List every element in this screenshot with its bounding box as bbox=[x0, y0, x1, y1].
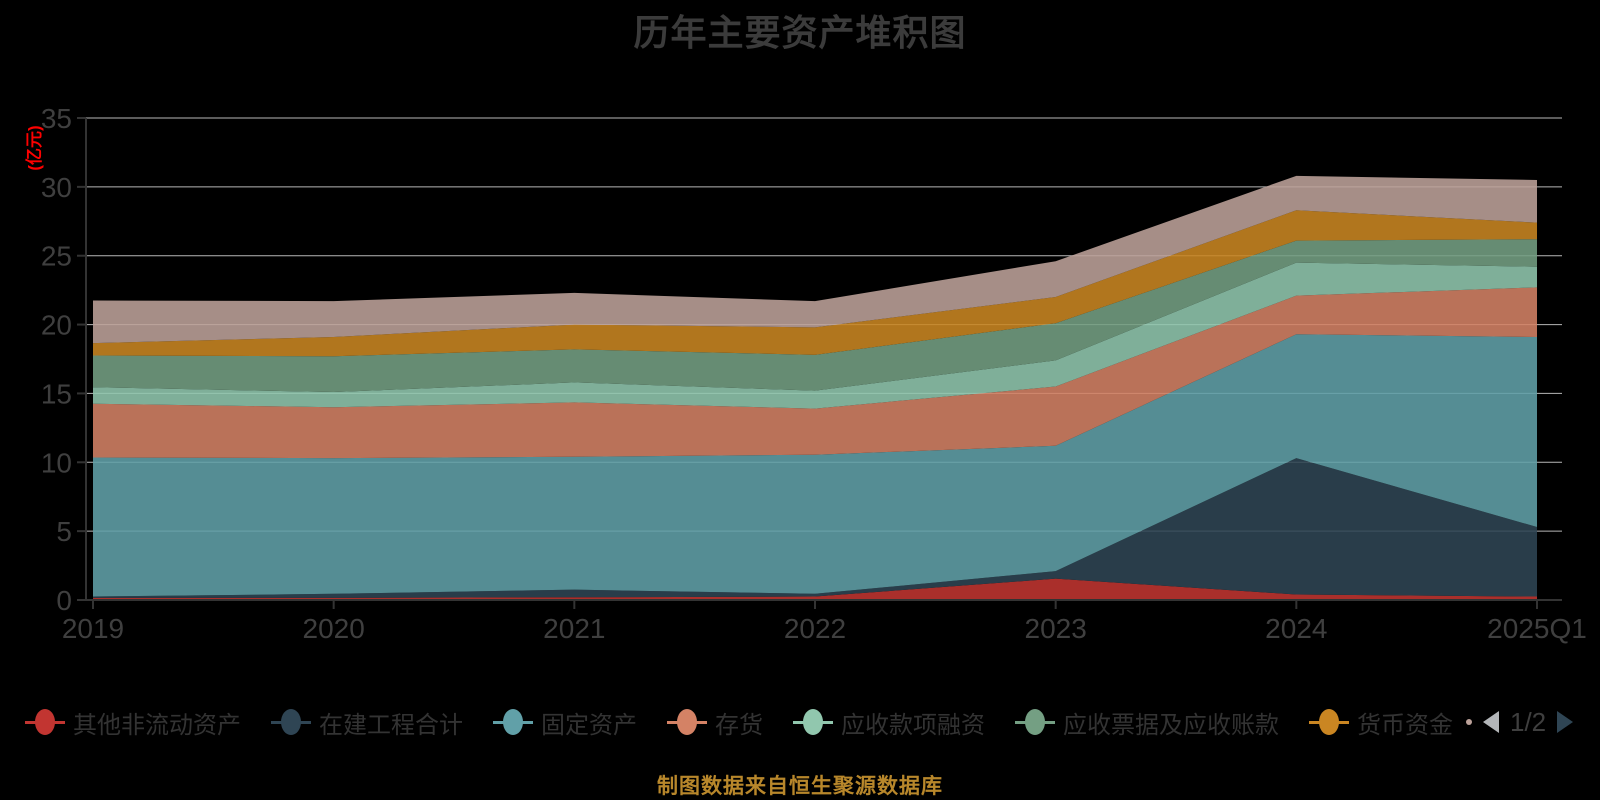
area-固定资产 bbox=[93, 334, 1537, 597]
y-tick-label-10: 10 bbox=[41, 447, 72, 478]
legend-marker-icon bbox=[1015, 709, 1055, 735]
area-货币资金 bbox=[93, 210, 1537, 357]
legend-marker-icon bbox=[25, 709, 65, 735]
legend-item-在建工程合计[interactable]: 在建工程合计 bbox=[271, 705, 463, 740]
legend-item-label: 固定资产 bbox=[541, 711, 637, 739]
area-应收款项融资 bbox=[93, 262, 1537, 409]
legend-marker-icon bbox=[1309, 709, 1349, 735]
legend-marker-dot bbox=[677, 709, 697, 735]
x-tick-label-2023: 2023 bbox=[1025, 613, 1087, 644]
legend-prev-page-arrow-icon[interactable] bbox=[1483, 711, 1499, 733]
area-应收票据及应收账款 bbox=[93, 239, 1537, 393]
area-在建工程合计 bbox=[93, 458, 1537, 598]
x-tick-label-2021: 2021 bbox=[543, 613, 605, 644]
legend-page-indicator: 1/2 bbox=[1510, 706, 1547, 737]
legend-marker-icon bbox=[271, 709, 311, 735]
y-tick-label-30: 30 bbox=[41, 172, 72, 203]
legend-item-货币资金[interactable]: 货币资金 bbox=[1309, 705, 1453, 740]
y-tick-label-35: 35 bbox=[41, 103, 72, 134]
legend-marker-icon bbox=[493, 709, 533, 735]
y-tick-label-20: 20 bbox=[41, 310, 72, 341]
data-source-note: 制图数据来自恒生聚源数据库 bbox=[657, 775, 943, 798]
legend-marker-icon bbox=[667, 709, 707, 735]
legend-item-label: 货币资金 bbox=[1357, 711, 1453, 739]
y-tick-label-15: 15 bbox=[41, 378, 72, 409]
y-tick-label-25: 25 bbox=[41, 241, 72, 272]
legend-item-存货[interactable]: 存货 bbox=[667, 705, 763, 740]
x-tick-label-2019: 2019 bbox=[62, 613, 124, 644]
legend-marker-dot bbox=[1319, 709, 1339, 735]
legend-item-label: 存货 bbox=[715, 711, 763, 739]
legend-overflow-dot bbox=[1466, 719, 1472, 725]
legend-item-label: 在建工程合计 bbox=[319, 711, 463, 739]
stacked-area-chart: 0 5 10 15 20 25 30 35 2019 2020 2021 2022 2023 2024 20… bbox=[41, 103, 1587, 644]
legend-marker-dot bbox=[803, 709, 823, 735]
x-tick-label-2020: 2020 bbox=[303, 613, 365, 644]
area-存货 bbox=[93, 287, 1537, 459]
legend-marker-dot bbox=[281, 709, 301, 735]
legend-item-应收款项融资[interactable]: 应收款项融资 bbox=[793, 705, 985, 740]
legend: 其他非流动资产 在建工程合计 固定资产 存货 应收款项融资 应收票据及应收账款 货币资金 bbox=[25, 705, 1453, 740]
legend-item-固定资产[interactable]: 固定资产 bbox=[493, 705, 637, 740]
legend-pager: 1/2 bbox=[1466, 706, 1574, 738]
legend-marker-icon bbox=[793, 709, 833, 735]
area-series-8 bbox=[93, 175, 1537, 344]
legend-marker-dot bbox=[1025, 709, 1045, 735]
area-其他非流动资产 bbox=[93, 578, 1537, 600]
x-tick-label-2025Q1: 2025Q1 bbox=[1487, 613, 1587, 644]
legend-next-page-arrow-icon[interactable] bbox=[1557, 711, 1574, 733]
legend-item-label: 应收票据及应收账款 bbox=[1063, 711, 1279, 739]
x-tick-label-2024: 2024 bbox=[1265, 613, 1327, 644]
legend-item-应收票据及应收账款[interactable]: 应收票据及应收账款 bbox=[1015, 705, 1279, 740]
y-tick-label-0: 0 bbox=[56, 585, 72, 616]
legend-marker-dot bbox=[503, 709, 523, 735]
y-tick-label-5: 5 bbox=[56, 516, 72, 547]
chart-title: 历年主要资产堆积图 bbox=[633, 12, 967, 53]
legend-marker-dot bbox=[35, 709, 55, 735]
legend-item-其他非流动资产[interactable]: 其他非流动资产 bbox=[25, 705, 241, 740]
legend-item-label: 应收款项融资 bbox=[841, 711, 985, 739]
x-tick-label-2022: 2022 bbox=[784, 613, 846, 644]
legend-item-label: 其他非流动资产 bbox=[73, 711, 241, 739]
